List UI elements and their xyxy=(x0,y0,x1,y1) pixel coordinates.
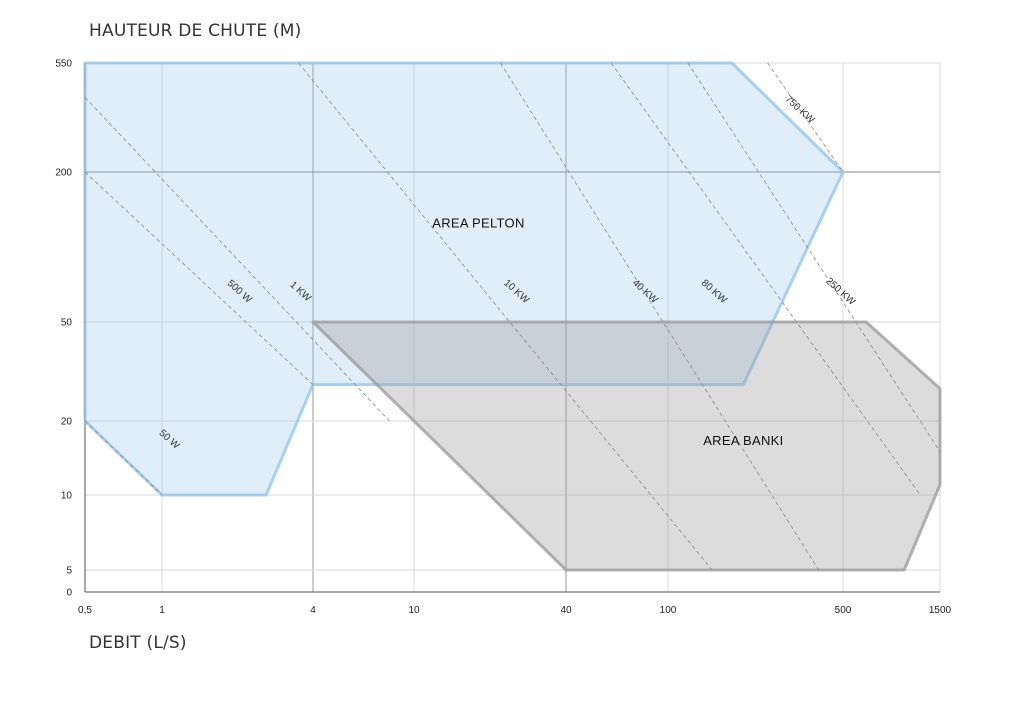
x-tick-label: 40 xyxy=(560,605,572,616)
area-banki-label: AREA BANKI xyxy=(703,433,783,448)
y-tick-label: 5 xyxy=(66,566,72,577)
power-label: 250 KW xyxy=(823,276,857,308)
power-line xyxy=(84,420,163,496)
area-banki-polygon xyxy=(311,320,942,572)
x-axis-title: DEBIT (L/S) xyxy=(89,633,187,653)
power-line xyxy=(500,62,820,571)
y-tick-label: 10 xyxy=(61,491,73,502)
power-line xyxy=(687,62,941,452)
x-tick-label: 1 xyxy=(159,605,165,616)
power-line xyxy=(610,62,921,496)
y-tick-label: 50 xyxy=(61,318,73,329)
power-line xyxy=(84,171,314,385)
x-tick-label: 10 xyxy=(408,605,420,616)
x-tick-label: 0,5 xyxy=(78,605,92,616)
x-tick-label: 500 xyxy=(835,605,852,616)
x-tick-label: 100 xyxy=(660,605,677,616)
y-tick-label: 200 xyxy=(55,168,72,179)
y-tick-label: 550 xyxy=(55,59,72,70)
y-tick-label: 20 xyxy=(61,417,73,428)
x-tick-label: 1500 xyxy=(929,605,952,616)
y-tick-label: 0 xyxy=(66,588,72,599)
power-line xyxy=(767,62,844,173)
y-axis-title: HAUTEUR DE CHUTE (M) xyxy=(89,21,302,41)
x-tick-label: 4 xyxy=(310,605,316,616)
area-pelton-label: AREA PELTON xyxy=(432,215,524,230)
